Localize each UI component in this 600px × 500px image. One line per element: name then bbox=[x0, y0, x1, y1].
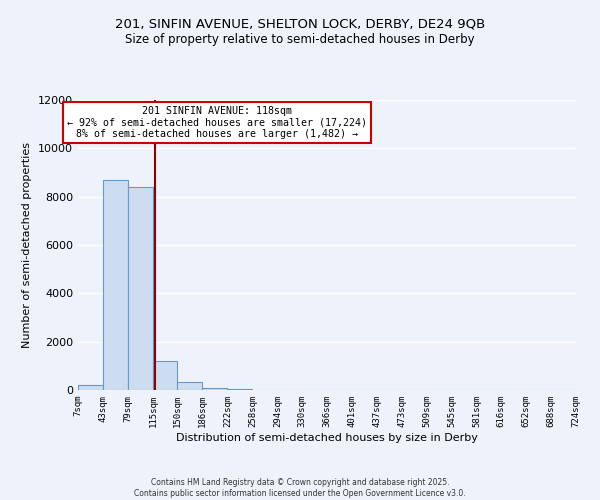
Text: Contains HM Land Registry data © Crown copyright and database right 2025.
Contai: Contains HM Land Registry data © Crown c… bbox=[134, 478, 466, 498]
Bar bbox=[78, 385, 103, 390]
Text: 201 SINFIN AVENUE: 118sqm
← 92% of semi-detached houses are smaller (17,224)
8% : 201 SINFIN AVENUE: 118sqm ← 92% of semi-… bbox=[67, 106, 367, 139]
Bar bbox=[153, 361, 178, 390]
Text: 201, SINFIN AVENUE, SHELTON LOCK, DERBY, DE24 9QB: 201, SINFIN AVENUE, SHELTON LOCK, DERBY,… bbox=[115, 18, 485, 30]
Y-axis label: Number of semi-detached properties: Number of semi-detached properties bbox=[22, 142, 32, 348]
Bar bbox=[227, 389, 253, 390]
Bar bbox=[202, 388, 227, 390]
X-axis label: Distribution of semi-detached houses by size in Derby: Distribution of semi-detached houses by … bbox=[176, 432, 478, 442]
Bar bbox=[178, 382, 202, 390]
Bar bbox=[128, 187, 153, 390]
Bar bbox=[103, 180, 128, 390]
Text: Size of property relative to semi-detached houses in Derby: Size of property relative to semi-detach… bbox=[125, 32, 475, 46]
